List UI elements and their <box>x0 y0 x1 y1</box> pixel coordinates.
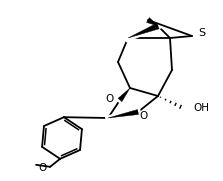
Text: O: O <box>139 111 147 121</box>
Polygon shape <box>128 23 159 38</box>
Polygon shape <box>108 110 138 118</box>
Polygon shape <box>118 88 130 102</box>
Text: O: O <box>106 94 114 104</box>
Text: OH: OH <box>193 103 209 113</box>
Polygon shape <box>147 18 158 26</box>
Text: S: S <box>198 28 205 38</box>
Text: O: O <box>39 163 47 173</box>
